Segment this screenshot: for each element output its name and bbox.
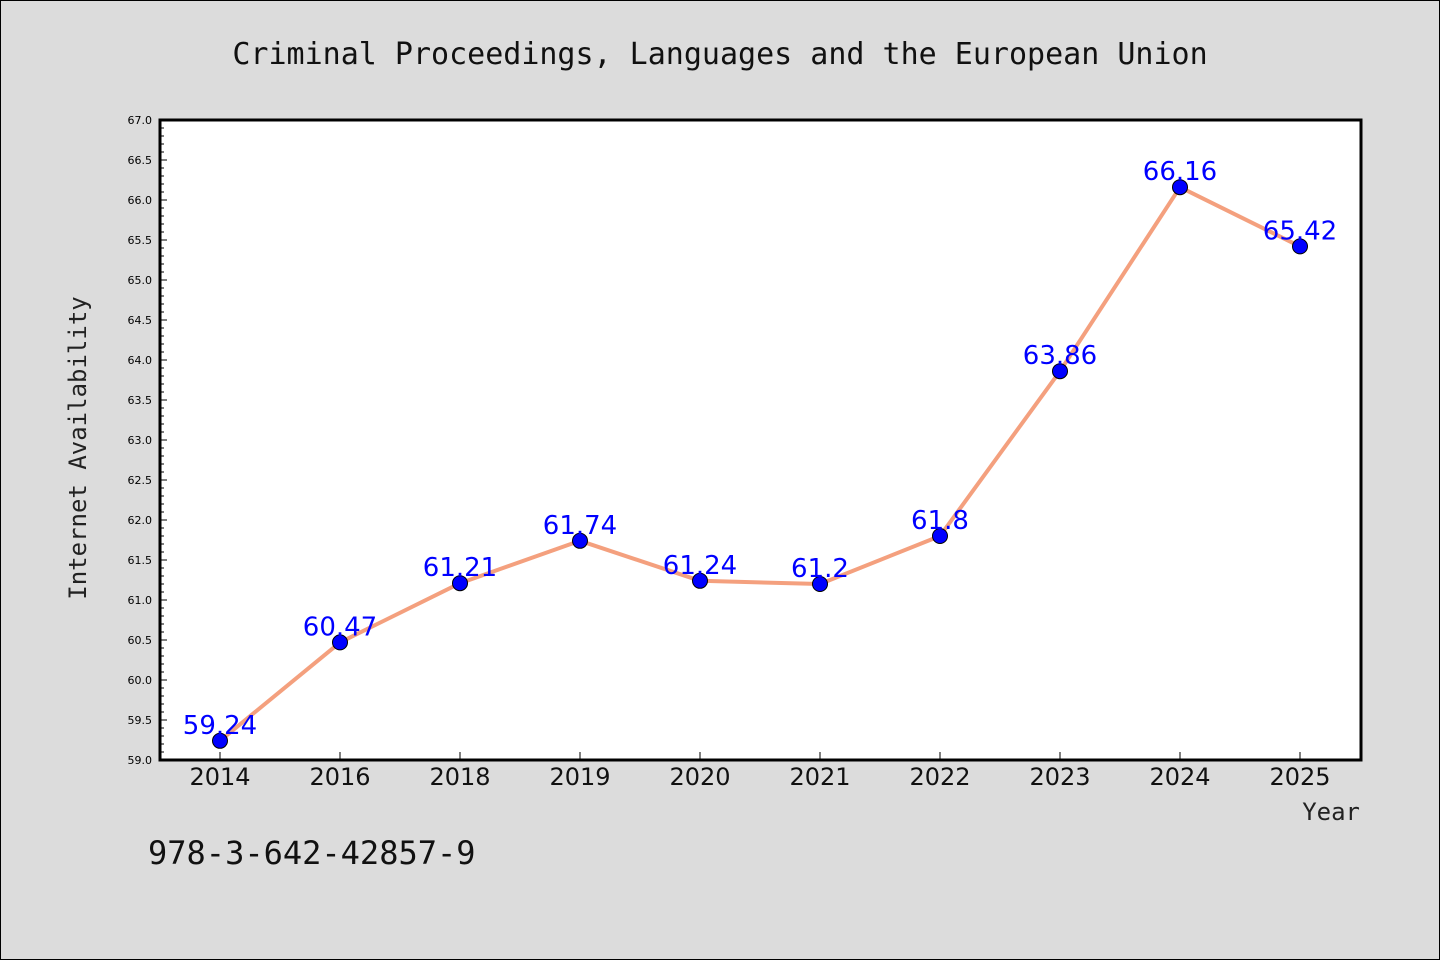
y-tick-label: 61.0 bbox=[128, 594, 153, 607]
x-axis-ticks: 2014 2016 2018 2019 2020 2021 2022 2023 2024 2025 bbox=[189, 752, 1331, 791]
series-line-group bbox=[218, 185, 1301, 743]
x-tick-label: 2018 bbox=[429, 763, 490, 791]
data-point-marker bbox=[692, 572, 708, 589]
data-label: 61.2 bbox=[791, 554, 849, 584]
data-label: 60.47 bbox=[303, 612, 377, 642]
data-point-marker bbox=[812, 576, 828, 592]
data-point-marker bbox=[1052, 363, 1068, 380]
data-point-marker bbox=[572, 532, 588, 549]
y-tick-label: 66.5 bbox=[128, 154, 153, 167]
data-point-marker bbox=[452, 575, 468, 592]
chart-title: Criminal Proceedings, Languages and the … bbox=[232, 37, 1207, 72]
x-tick-label: 2019 bbox=[549, 763, 610, 791]
data-point-marker bbox=[1292, 238, 1308, 255]
data-label: 61.74 bbox=[543, 511, 617, 541]
series-line bbox=[218, 185, 1301, 743]
x-tick-label: 2025 bbox=[1269, 763, 1330, 791]
y-tick-label: 59.5 bbox=[128, 714, 153, 727]
data-point-marker bbox=[932, 528, 948, 544]
data-label: 59.24 bbox=[183, 711, 257, 741]
data-label-group: 59.24 60.47 61.21 61.74 61.24 61.2 61.8 63.86 66… bbox=[183, 157, 1337, 741]
y-tick-label: 61.5 bbox=[128, 554, 153, 567]
y-tick-label: 64.0 bbox=[128, 354, 153, 367]
marker-group bbox=[212, 179, 1308, 749]
y-tick-label: 59.0 bbox=[128, 754, 153, 767]
data-label: 66.16 bbox=[1143, 157, 1217, 187]
x-tick-label: 2014 bbox=[189, 763, 250, 791]
data-point-marker bbox=[332, 634, 348, 651]
x-tick-label: 2022 bbox=[909, 763, 970, 791]
y-tick-label: 60.5 bbox=[128, 634, 153, 647]
data-label: 63.86 bbox=[1023, 341, 1097, 371]
y-tick-label: 63.0 bbox=[128, 434, 153, 447]
y-tick-label: 65.5 bbox=[128, 234, 153, 247]
isbn-footer: 978-3-642-42857-9 bbox=[148, 834, 476, 872]
y-axis-label: Internet Availability bbox=[64, 296, 92, 599]
data-label: 61.24 bbox=[663, 551, 737, 581]
data-point-marker bbox=[212, 732, 228, 749]
y-tick-label: 64.5 bbox=[128, 314, 153, 327]
x-tick-label: 2021 bbox=[789, 763, 850, 791]
plot-area bbox=[158, 118, 1363, 762]
data-label: 65.42 bbox=[1263, 216, 1337, 246]
x-tick-label: 2024 bbox=[1149, 763, 1210, 791]
data-point-marker bbox=[1172, 179, 1188, 196]
y-tick-label: 62.5 bbox=[128, 474, 153, 487]
data-label: 61.8 bbox=[911, 506, 969, 536]
x-tick-label: 2016 bbox=[309, 763, 370, 791]
y-tick-label: 63.5 bbox=[128, 394, 153, 407]
x-tick-label: 2020 bbox=[669, 763, 730, 791]
y-tick-label: 62.0 bbox=[128, 514, 153, 527]
y-tick-label: 66.0 bbox=[128, 194, 153, 207]
y-tick-label: 65.0 bbox=[128, 274, 153, 287]
x-tick-label: 2023 bbox=[1029, 763, 1090, 791]
x-axis-label: Year bbox=[1302, 798, 1360, 826]
y-tick-label: 60.0 bbox=[128, 674, 153, 687]
y-tick-label: 67.0 bbox=[128, 114, 153, 127]
y-axis-ticks: 59.0 59.5 60.0 60.5 61.0 61.5 62.0 62.5 63.0 63.5… bbox=[128, 114, 167, 767]
data-label: 61.21 bbox=[423, 553, 497, 583]
